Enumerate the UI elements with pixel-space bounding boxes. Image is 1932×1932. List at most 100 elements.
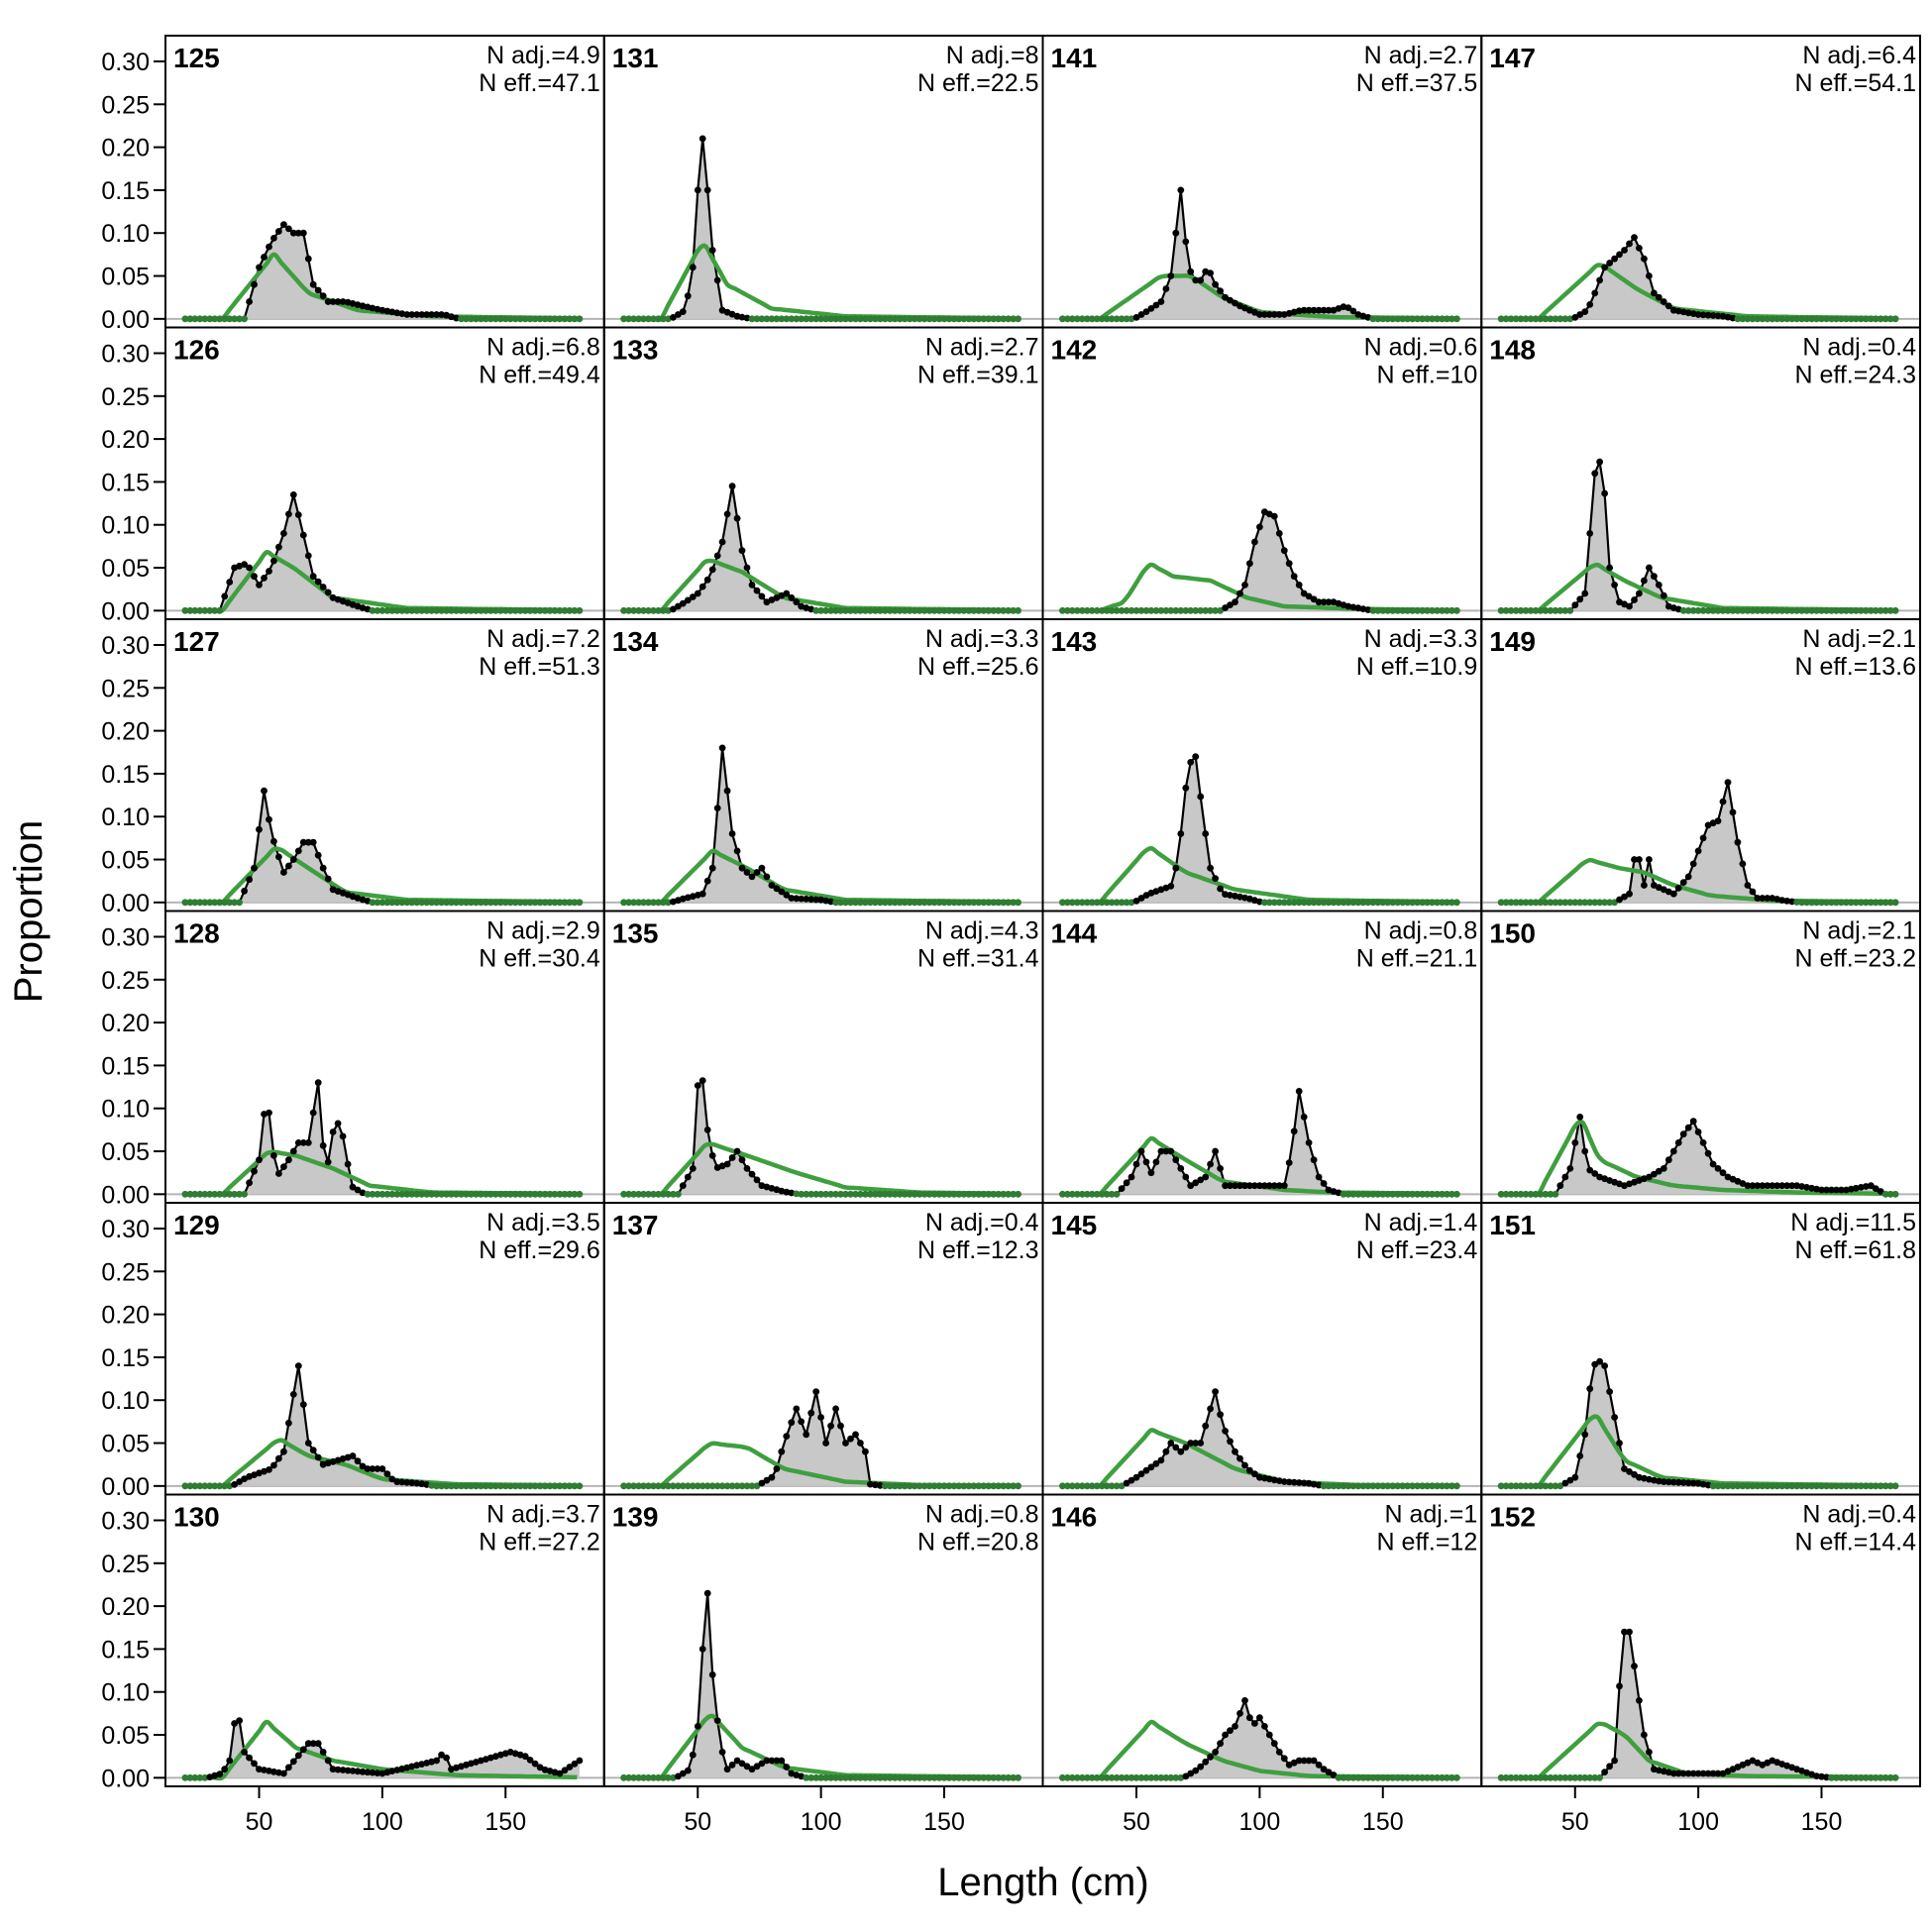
observed-point: [478, 315, 484, 323]
observed-point: [1512, 899, 1520, 907]
observed-point: [935, 315, 943, 323]
observed-point: [576, 1482, 584, 1490]
observed-point: [698, 583, 706, 590]
expected-curve: [184, 1149, 578, 1198]
observed-point: [1502, 315, 1510, 323]
observed-point: [1857, 899, 1865, 907]
observed-point: [773, 885, 781, 893]
observed-point: [1232, 598, 1238, 606]
observed-point: [901, 315, 909, 323]
observed-point: [1778, 897, 1786, 904]
observed-point: [536, 606, 544, 614]
observed-point: [1222, 293, 1229, 301]
observed-point: [1414, 899, 1421, 907]
observed-point: [1877, 1482, 1884, 1490]
observed-point: [1340, 1190, 1347, 1198]
observed-point: [793, 598, 801, 606]
observed-point: [1586, 899, 1594, 907]
observed-point: [1000, 606, 1008, 614]
observed-point: [521, 606, 529, 614]
observed-point: [1142, 308, 1150, 315]
observed-line: [623, 485, 1019, 612]
observed-point: [1517, 899, 1525, 907]
observed-point: [1699, 834, 1707, 842]
observed-point: [1576, 311, 1584, 318]
observed-point: [1857, 315, 1865, 323]
observed-point: [763, 315, 771, 323]
observed-point: [950, 899, 958, 907]
observed-point: [798, 895, 805, 903]
observed-point: [1280, 1478, 1288, 1485]
panel-label: 143: [1051, 626, 1098, 657]
observed-point: [261, 787, 268, 795]
n-eff-label: N eff.=13.6: [1794, 653, 1916, 681]
x-tick-label: 150: [484, 1808, 526, 1836]
panel-label: 145: [1051, 1210, 1098, 1240]
observed-point: [496, 1482, 504, 1490]
observed-point: [783, 1764, 791, 1771]
observed-point: [1192, 276, 1200, 284]
observed-point: [473, 1190, 480, 1198]
observed-point: [556, 606, 564, 614]
observed-point: [231, 1190, 239, 1198]
observed-point: [294, 511, 302, 518]
observed-point: [1344, 899, 1352, 907]
observed-point: [468, 1482, 475, 1490]
observed-point: [1409, 899, 1416, 907]
observed-point: [309, 573, 317, 581]
observed-point: [369, 1769, 376, 1776]
observed-point: [1419, 899, 1426, 907]
observed-point: [1497, 606, 1505, 614]
observed-point: [812, 606, 820, 614]
observed-point: [289, 229, 297, 237]
observed-area: [184, 494, 580, 611]
observed-point: [1684, 1124, 1692, 1131]
observed-point: [788, 1419, 796, 1427]
n-eff-label: N eff.=47.1: [479, 69, 600, 97]
observed-point: [1694, 1128, 1702, 1135]
observed-point: [748, 873, 756, 881]
observed-point: [378, 1190, 386, 1198]
observed-point: [945, 1190, 953, 1198]
observed-point: [473, 1482, 480, 1490]
observed-point: [1290, 1127, 1298, 1135]
observed-point: [531, 606, 539, 614]
observed-point: [1532, 1190, 1540, 1198]
observed-point: [852, 1773, 859, 1781]
observed-point: [241, 315, 249, 323]
observed-point: [694, 1723, 701, 1730]
panel-label: 131: [612, 43, 659, 73]
observed-point: [1265, 311, 1273, 318]
observed-point: [960, 1482, 968, 1490]
panel-144: 144 N adj.=0.8N eff.=21.1: [1041, 910, 1483, 1204]
observed-point: [1759, 1182, 1767, 1190]
observed-point: [566, 606, 574, 614]
observed-point: [665, 1190, 672, 1198]
observed-point: [876, 315, 884, 323]
observed-point: [1571, 314, 1579, 321]
observed-point: [1315, 1481, 1323, 1489]
observed-point: [1734, 606, 1742, 614]
observed-point: [945, 315, 953, 323]
observed-point: [1064, 1482, 1071, 1490]
observed-point: [1566, 1476, 1574, 1484]
observed-point: [1010, 899, 1018, 907]
observed-point: [1207, 606, 1214, 614]
n-adj-label: N adj.=2.7: [925, 334, 1039, 362]
observed-point: [408, 606, 416, 614]
observed-point: [753, 587, 761, 594]
observed-point: [798, 315, 805, 323]
observed-point: [1325, 1482, 1333, 1490]
observed-point: [1862, 899, 1870, 907]
observed-point: [990, 1190, 998, 1198]
observed-point: [256, 825, 263, 833]
observed-point: [270, 1152, 277, 1159]
observed-point: [1241, 1697, 1248, 1704]
observed-point: [236, 1478, 244, 1485]
observed-point: [827, 1190, 834, 1198]
observed-point: [940, 1773, 948, 1781]
observed-point: [743, 1482, 751, 1490]
observed-point: [670, 1190, 677, 1198]
observed-point: [280, 1770, 287, 1777]
panel-label: 147: [1489, 43, 1536, 73]
